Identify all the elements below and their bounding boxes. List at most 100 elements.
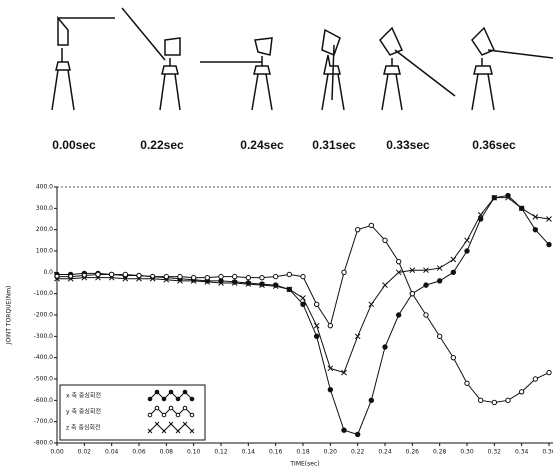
x-tick-label: 0.16 [269,449,283,456]
frame-label: 0.24sec [240,138,284,152]
y-tick-label: -300.0 [34,333,54,340]
point [424,283,428,287]
point [342,270,346,274]
point [246,275,250,279]
y-tick-label: 100.0 [36,248,53,255]
page: TIME(sec) JOINT TORQUE(Nm) 0.00sec 0.22se… [0,0,553,470]
legend-label: x 축 중심회전 [66,392,101,400]
x-tick-label: 0.30 [460,449,474,456]
point [396,313,400,317]
y-tick-label: -700.0 [34,418,54,425]
point [355,227,359,231]
legend-marker [169,406,173,410]
legend-marker [148,397,152,401]
frame-label: 0.33sec [386,138,430,152]
point [273,274,277,278]
point [451,270,455,274]
point [396,259,400,263]
point [328,366,333,371]
point [369,302,374,307]
point [314,323,319,328]
x-tick-label: 0.06 [132,449,146,456]
point [355,432,359,436]
point [342,370,347,375]
point [533,377,537,381]
x-tick-label: 0.28 [433,449,447,456]
frame-label: 0.36sec [472,138,516,152]
point [478,398,482,402]
y-tick-label: -800.0 [34,440,54,447]
x-tick-label: 0.26 [406,449,420,456]
point [328,323,332,327]
legend-marker [162,397,166,401]
x-tick-label: 0.18 [296,449,310,456]
legend-marker [148,413,152,417]
point [232,274,236,278]
x-tick-label: 0.00 [50,449,64,456]
x-tick-label: 0.34 [515,449,529,456]
legend-marker [183,390,187,394]
y-axis-title: JOINT TORQUE(Nm) [6,286,13,346]
frame-label: 0.00sec [52,138,96,152]
legend-marker [169,390,173,394]
x-tick-label: 0.04 [105,449,119,456]
point [383,238,387,242]
x-tick-label: 0.14 [242,449,256,456]
y-tick-label: 400.0 [36,184,53,191]
point [451,355,455,359]
legend-marker [176,397,180,401]
point [301,295,306,300]
legend-label: y 축 중심회전 [66,408,101,416]
legend-marker [155,406,159,410]
point [465,238,470,243]
x-tick-label: 0.20 [324,449,338,456]
legend-marker [176,413,180,417]
point [519,390,523,394]
series-line [57,225,549,402]
point [547,242,551,246]
point [547,370,551,374]
frame-label: 0.31sec [312,138,356,152]
point [437,334,441,338]
y-tick-label: 300.0 [36,205,53,212]
point [424,313,428,317]
frame-label: 0.22sec [140,138,184,152]
x-tick-label: 0.22 [351,449,365,456]
point [369,223,373,227]
y-tick-label: 200.0 [36,226,53,233]
stick-figures [52,8,553,110]
point [506,398,510,402]
point [369,398,373,402]
legend-label: z 축 중심회전 [66,424,101,432]
point [492,400,496,404]
legend-marker [183,406,187,410]
point [301,302,305,306]
point [301,274,305,278]
point [123,272,127,276]
x-tick-label: 0.32 [488,449,502,456]
y-tick-label: 0.0 [43,269,53,276]
y-tick-label: -100.0 [34,290,54,297]
point [260,275,264,279]
point [451,257,456,262]
point [410,291,414,295]
series-line [57,198,549,373]
point [533,227,537,231]
legend-marker [162,413,166,417]
point [205,275,209,279]
point [383,345,387,349]
point [328,387,332,391]
legend-marker [190,413,194,417]
point [342,428,346,432]
point [314,334,318,338]
point [287,272,291,276]
x-tick-label: 0.12 [214,449,228,456]
x-tick-label: 0.10 [187,449,201,456]
point [437,279,441,283]
point [178,274,182,278]
point [219,274,223,278]
x-tick-label: 0.24 [378,449,392,456]
x-axis-title: TIME(sec) [289,461,319,468]
x-tick-label: 0.36 [542,449,553,456]
y-tick-label: -600.0 [34,397,54,404]
